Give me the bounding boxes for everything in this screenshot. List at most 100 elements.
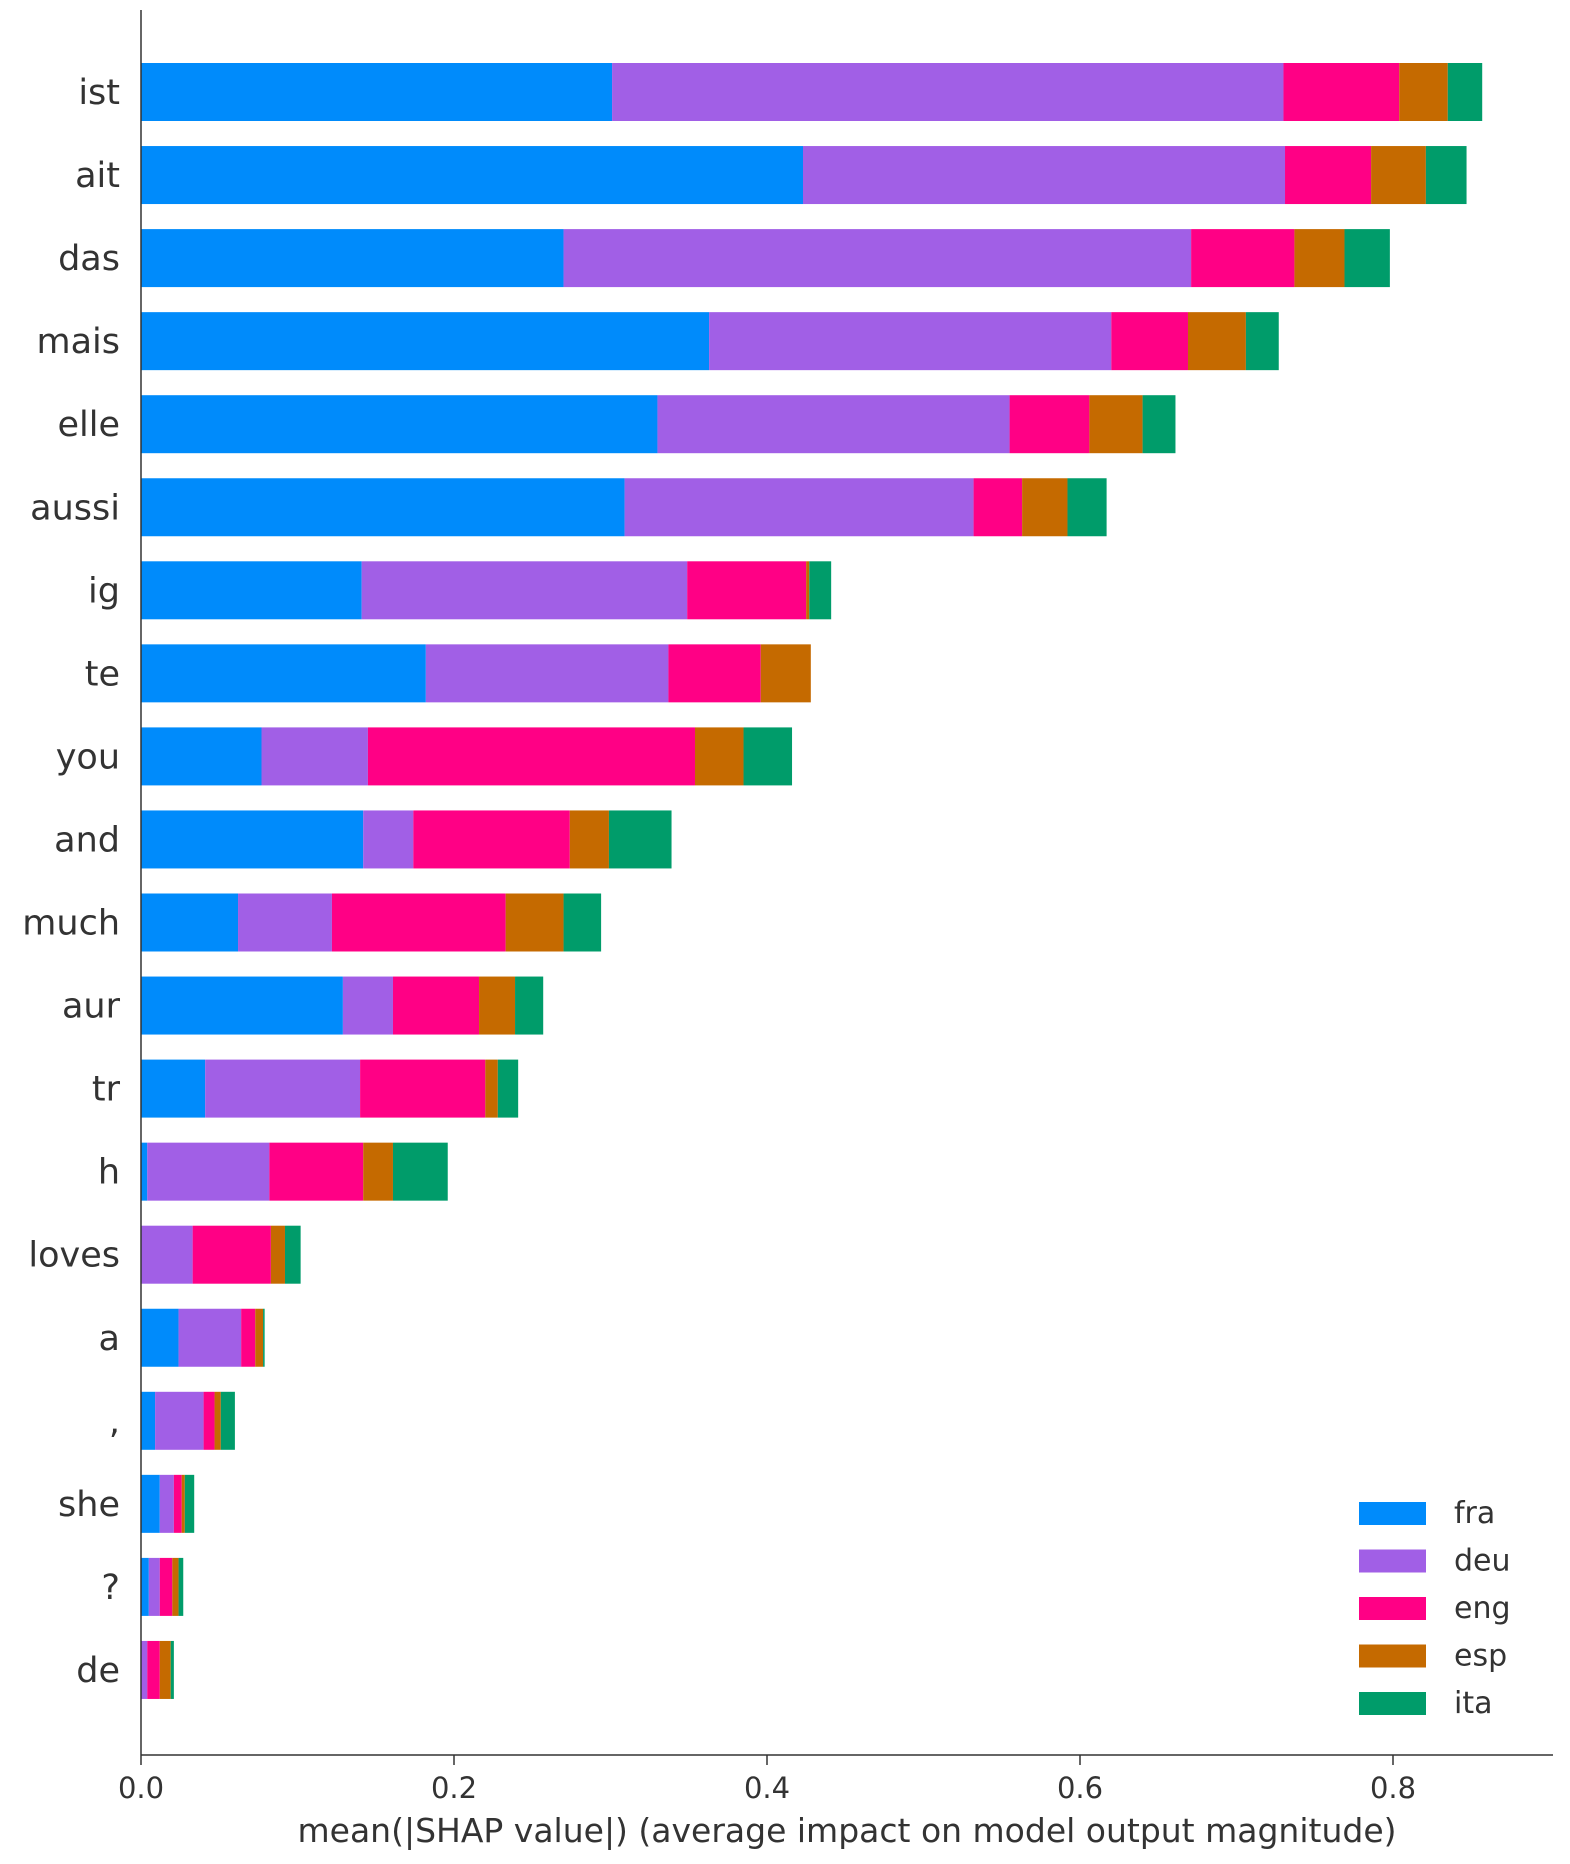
legend-label-fra: fra bbox=[1454, 1496, 1495, 1531]
x-tick-label: 0.4 bbox=[744, 1771, 790, 1805]
bar-deu-8 bbox=[261, 727, 368, 786]
bar-fra-9 bbox=[141, 810, 364, 869]
bar-fra-16 bbox=[141, 1391, 156, 1450]
bar-esp-8 bbox=[695, 727, 744, 786]
bar-fra-15 bbox=[141, 1308, 179, 1367]
bar-eng-11 bbox=[392, 976, 480, 1035]
bar-deu-16 bbox=[155, 1391, 204, 1450]
bar-fra-12 bbox=[141, 1059, 206, 1118]
legend-swatch-deu bbox=[1359, 1549, 1426, 1573]
legend-label-esp: esp bbox=[1454, 1639, 1507, 1674]
bar-ita-3 bbox=[1245, 312, 1279, 371]
bar-eng-2 bbox=[1191, 229, 1295, 288]
bar-ita-6 bbox=[809, 561, 832, 620]
bar-fra-0 bbox=[141, 63, 613, 121]
bar-ita-4 bbox=[1142, 395, 1176, 454]
legend-swatch-esp bbox=[1359, 1644, 1426, 1668]
bar-eng-9 bbox=[413, 810, 570, 869]
x-tick-label: 0.0 bbox=[118, 1771, 164, 1805]
bar-eng-3 bbox=[1111, 312, 1188, 371]
bar-fra-11 bbox=[141, 976, 343, 1035]
bar-esp-15 bbox=[255, 1308, 264, 1367]
bar-esp-3 bbox=[1187, 312, 1246, 371]
category-label: much bbox=[22, 904, 120, 944]
bar-deu-14 bbox=[141, 1225, 193, 1284]
bar-fra-2 bbox=[141, 229, 564, 288]
bar-fra-4 bbox=[141, 395, 658, 454]
bar-fra-13 bbox=[141, 1142, 148, 1201]
bar-eng-0 bbox=[1283, 63, 1400, 121]
legend-label-eng: eng bbox=[1454, 1591, 1511, 1626]
bar-esp-13 bbox=[363, 1142, 393, 1201]
category-label: de bbox=[76, 1651, 120, 1691]
bar-ita-16 bbox=[220, 1391, 235, 1450]
bar-ita-2 bbox=[1344, 229, 1390, 288]
category-label: , bbox=[109, 1402, 120, 1442]
category-label: aur bbox=[62, 987, 121, 1027]
category-label: loves bbox=[28, 1236, 120, 1276]
bar-ita-11 bbox=[515, 976, 544, 1035]
category-label: and bbox=[54, 820, 120, 860]
bar-deu-11 bbox=[342, 976, 393, 1035]
bar-deu-18 bbox=[148, 1557, 160, 1616]
x-tick-label: 0.6 bbox=[1057, 1771, 1103, 1805]
bar-ita-12 bbox=[497, 1059, 519, 1118]
bar-eng-1 bbox=[1285, 146, 1372, 205]
bar-ita-9 bbox=[608, 810, 672, 869]
bar-esp-11 bbox=[479, 976, 516, 1035]
bar-esp-7 bbox=[760, 644, 811, 703]
category-label: ? bbox=[101, 1568, 120, 1608]
bar-fra-10 bbox=[141, 893, 239, 952]
bar-eng-14 bbox=[192, 1225, 271, 1284]
bar-ita-17 bbox=[184, 1474, 195, 1533]
x-axis-title: mean(|SHAP value|) (average impact on mo… bbox=[298, 1811, 1397, 1850]
legend: fra deu eng esp ita bbox=[1359, 1496, 1511, 1721]
bar-esp-16 bbox=[214, 1391, 221, 1450]
bar-ita-1 bbox=[1425, 146, 1467, 205]
bar-eng-18 bbox=[159, 1557, 173, 1616]
bar-fra-7 bbox=[141, 644, 426, 703]
bar-deu-7 bbox=[425, 644, 669, 703]
bar-esp-0 bbox=[1399, 63, 1448, 121]
bar-deu-17 bbox=[159, 1474, 174, 1533]
bar-eng-13 bbox=[269, 1142, 364, 1201]
bar-ita-0 bbox=[1447, 63, 1483, 121]
bar-deu-1 bbox=[802, 146, 1286, 205]
bar-deu-9 bbox=[363, 810, 414, 869]
bar-esp-10 bbox=[505, 893, 564, 952]
axes bbox=[140, 10, 1553, 1756]
bar-ita-13 bbox=[392, 1142, 448, 1201]
category-label: ait bbox=[75, 156, 120, 196]
bar-ita-5 bbox=[1067, 478, 1107, 537]
bar-deu-19 bbox=[141, 1640, 148, 1699]
bar-eng-16 bbox=[203, 1391, 215, 1450]
category-label: ist bbox=[78, 73, 120, 113]
bar-deu-15 bbox=[178, 1308, 242, 1367]
bar-esp-17 bbox=[181, 1474, 185, 1533]
bar-ita-8 bbox=[743, 727, 793, 786]
bar-deu-10 bbox=[238, 893, 332, 952]
bar-deu-12 bbox=[205, 1059, 361, 1118]
category-label: she bbox=[58, 1485, 120, 1525]
bar-esp-2 bbox=[1294, 229, 1345, 288]
legend-swatch-eng bbox=[1359, 1597, 1426, 1620]
x-tick-label: 0.8 bbox=[1370, 1771, 1416, 1805]
bar-deu-3 bbox=[709, 312, 1112, 371]
x-ticks: 0.0 0.2 0.4 0.6 0.8 bbox=[118, 1755, 1416, 1805]
bar-deu-6 bbox=[361, 561, 688, 620]
bar-esp-12 bbox=[485, 1059, 498, 1118]
category-label: you bbox=[56, 737, 120, 777]
category-label: tr bbox=[92, 1070, 121, 1110]
legend-swatch-fra bbox=[1359, 1502, 1426, 1525]
legend-swatch-ita bbox=[1359, 1692, 1426, 1715]
bar-eng-15 bbox=[241, 1308, 256, 1367]
bar-eng-8 bbox=[367, 727, 696, 786]
bar-fra-17 bbox=[141, 1474, 160, 1533]
category-label: aussi bbox=[30, 488, 120, 528]
bar-fra-8 bbox=[141, 727, 262, 786]
bar-deu-0 bbox=[612, 63, 1284, 121]
bar-fra-6 bbox=[141, 561, 362, 620]
bar-esp-6 bbox=[806, 561, 810, 620]
bar-ita-14 bbox=[284, 1225, 301, 1284]
bar-ita-15 bbox=[263, 1308, 265, 1367]
